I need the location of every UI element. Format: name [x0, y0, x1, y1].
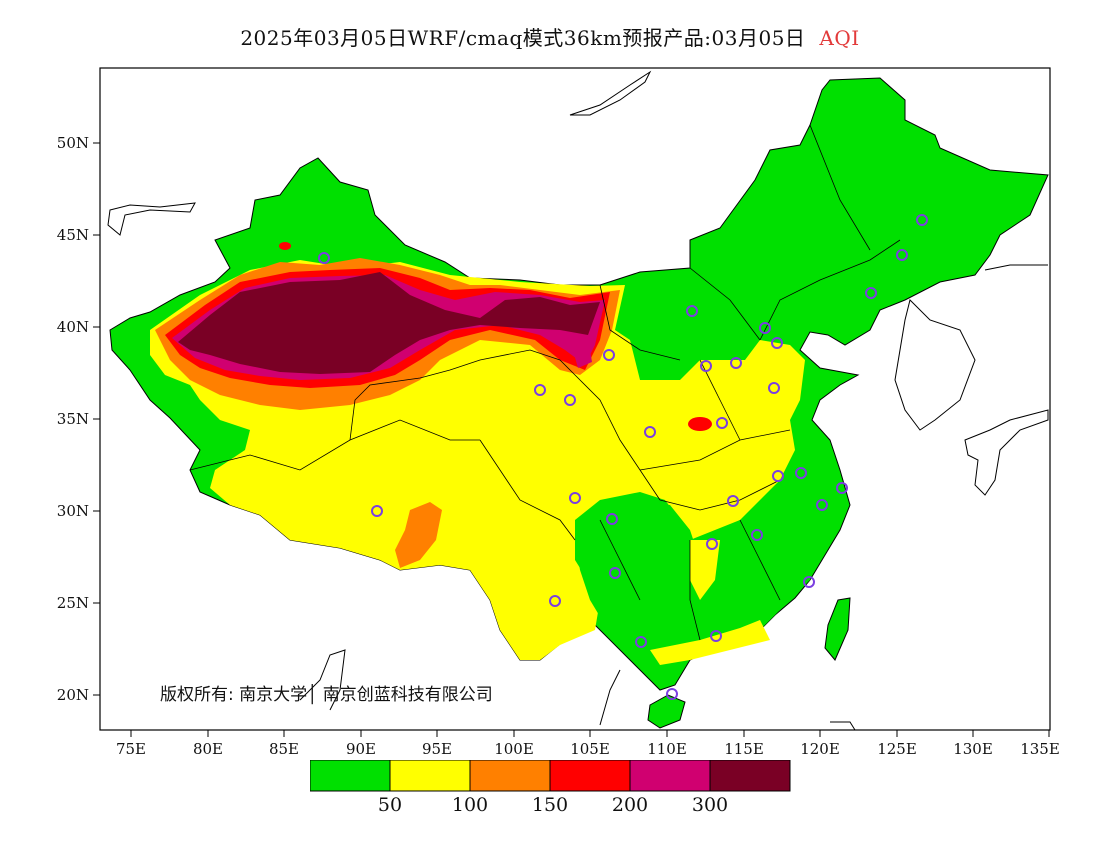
- station-marker: [318, 252, 330, 264]
- province-boundaries: [189, 124, 901, 641]
- station-marker: [706, 538, 718, 550]
- station-marker: [865, 287, 877, 299]
- lon-label: 90E: [346, 740, 376, 758]
- aqi-hotspot: [395, 502, 442, 568]
- lon-label: 120E: [800, 740, 840, 758]
- lon-label: 105E: [570, 740, 610, 758]
- station-marker: [700, 360, 712, 372]
- neighbor-coastlines: [107, 70, 1049, 730]
- station-marker: [816, 499, 828, 511]
- lon-label: 85E: [269, 740, 299, 758]
- station-marker: [603, 349, 615, 361]
- aqi-moderate-patch: [690, 540, 720, 600]
- station-marker: [916, 214, 928, 226]
- station-marker: [710, 630, 722, 642]
- station-marker: [716, 417, 728, 429]
- legend-label: 150: [531, 794, 569, 816]
- aqi-hotspot: [279, 242, 291, 250]
- legend-swatch-good: [310, 760, 391, 792]
- station-marker: [768, 382, 780, 394]
- lon-label: 135E: [1020, 740, 1060, 758]
- copyright-notice: 版权所有: 南京大学│ 南京创蓝科技有限公司: [160, 685, 493, 705]
- lat-label: 45N: [57, 226, 89, 244]
- aqi-moderate-patch: [650, 620, 770, 665]
- lon-label: 130E: [953, 740, 993, 758]
- lon-label: 95E: [422, 740, 452, 758]
- station-marker: [727, 495, 739, 507]
- lat-axis: 50N 45N 40N 35N 30N 25N 20N: [57, 134, 100, 704]
- station-marker: [795, 467, 807, 479]
- lon-label: 100E: [494, 740, 534, 758]
- lat-label: 50N: [57, 134, 89, 152]
- legend-label: 200: [611, 794, 649, 816]
- taiwan-island: [824, 597, 851, 661]
- title-variable: AQI: [819, 26, 860, 50]
- station-marker: [666, 688, 678, 700]
- aqi-hazardous-region: [178, 272, 600, 374]
- station-marker: [896, 249, 908, 261]
- legend-label: 300: [691, 794, 729, 816]
- map-frame: [99, 67, 1051, 731]
- legend-label: 50: [377, 794, 403, 816]
- aqi-legend: [310, 760, 791, 792]
- lat-label: 25N: [57, 594, 89, 612]
- station-marker: [371, 505, 383, 517]
- lon-axis: 75E 80E 85E 90E 95E 100E 105E 110E 115E …: [116, 730, 1060, 758]
- station-marker: [635, 636, 647, 648]
- legend-label: 100: [451, 794, 489, 816]
- lat-label: 20N: [57, 686, 89, 704]
- station-marker: [803, 576, 815, 588]
- lon-label: 110E: [647, 740, 687, 758]
- legend-swatch-very-unhealthy: [629, 760, 711, 792]
- lon-label: 75E: [116, 740, 146, 758]
- legend-swatch-moderate: [389, 760, 471, 792]
- station-marker: [534, 384, 546, 396]
- station-marker: [771, 337, 783, 349]
- station-marker: [606, 513, 618, 525]
- title-main: 2025年03月05日WRF/cmaq模式36km预报产品:03月05日: [240, 26, 806, 50]
- aqi-hotspot: [570, 338, 592, 368]
- legend-swatch-hazardous: [709, 760, 791, 792]
- station-marker: [772, 470, 784, 482]
- aqi-hotspot: [688, 417, 712, 431]
- station-marker: [751, 529, 763, 541]
- lat-label: 35N: [57, 410, 89, 428]
- lon-label: 125E: [877, 740, 917, 758]
- legend-swatch-unhealthy: [549, 760, 631, 792]
- station-marker: [730, 357, 742, 369]
- station-marker: [836, 482, 848, 494]
- station-marker: [564, 394, 576, 406]
- lat-label: 30N: [57, 502, 89, 520]
- legend-swatch-sensitive: [469, 760, 551, 792]
- lat-label: 40N: [57, 318, 89, 336]
- station-marker: [569, 492, 581, 504]
- lon-label: 80E: [193, 740, 223, 758]
- station-marker: [644, 426, 656, 438]
- station-marker: [686, 305, 698, 317]
- lon-label: 115E: [724, 740, 764, 758]
- station-markers: [318, 214, 928, 700]
- station-marker: [549, 595, 561, 607]
- hainan-island: [647, 694, 686, 729]
- station-marker: [759, 322, 771, 334]
- map-title: 2025年03月05日WRF/cmaq模式36km预报产品:03月05日 AQI: [0, 22, 1100, 51]
- station-marker: [609, 567, 621, 579]
